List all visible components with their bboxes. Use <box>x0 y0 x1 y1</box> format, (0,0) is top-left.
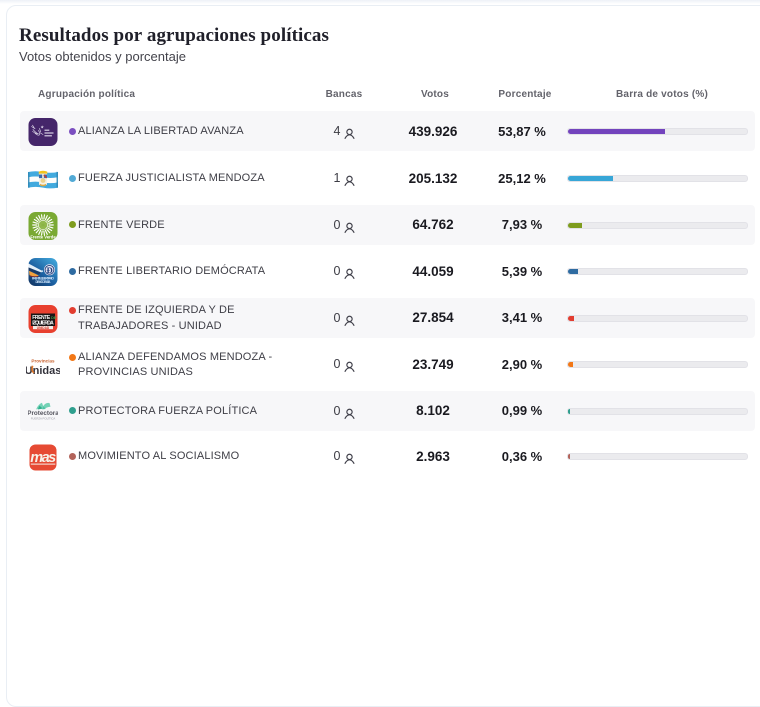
svg-text:IZQUIERDA: IZQUIERDA <box>32 320 54 326</box>
svg-text:UNIDAD: UNIDAD <box>37 325 50 329</box>
svg-text:Unidas: Unidas <box>26 365 60 377</box>
svg-text:DEMÓCRATA: DEMÓCRATA <box>36 279 52 284</box>
svg-text:FUERZA POLÍTICA: FUERZA POLÍTICA <box>31 416 56 420</box>
svg-text:Frente Verde: Frente Verde <box>30 234 56 239</box>
svg-text:Ð: Ð <box>47 265 53 275</box>
svg-text:DE: DE <box>51 314 57 319</box>
svg-text:FRENTE LIBERTARIO: FRENTE LIBERTARIO <box>32 277 54 281</box>
svg-text:Provincias: Provincias <box>31 359 55 364</box>
svg-text:FRENTE: FRENTE <box>32 314 51 320</box>
svg-text:Protectora: Protectora <box>28 410 58 417</box>
svg-text:mas: mas <box>30 450 56 466</box>
